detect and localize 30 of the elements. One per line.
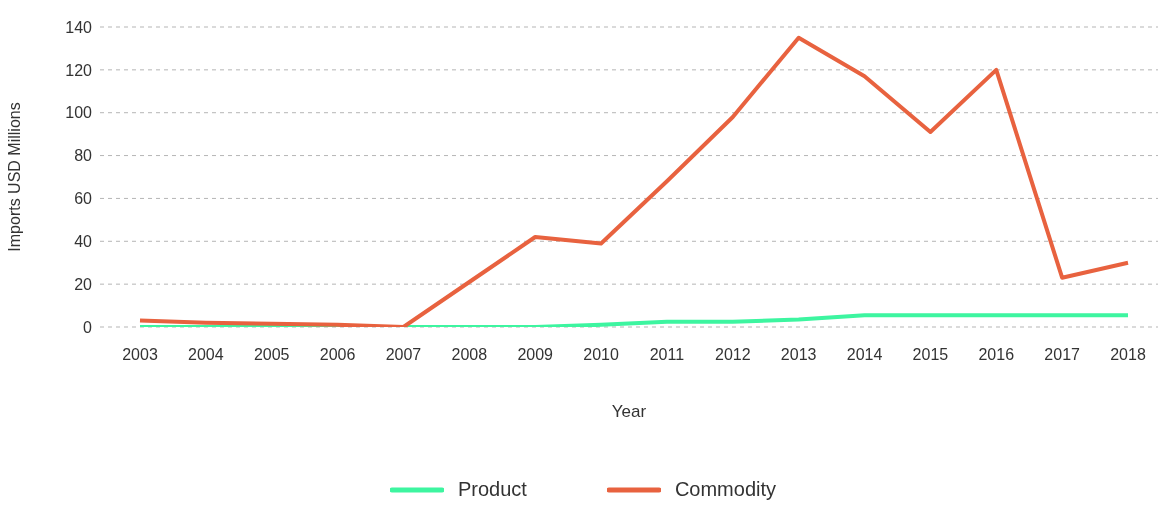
x-tick-label: 2017 xyxy=(1044,346,1081,364)
x-tick-label: 2004 xyxy=(188,346,224,364)
y-tick-label: 140 xyxy=(65,18,93,36)
x-tick-label: 2005 xyxy=(253,346,290,364)
y-tick-label: 120 xyxy=(65,61,93,79)
line-series xyxy=(138,313,1130,327)
x-tick-label: 2003 xyxy=(122,346,158,364)
x-tick-label: 2013 xyxy=(780,346,817,364)
x-tick-label: 2007 xyxy=(385,346,422,364)
x-tick-label: 2016 xyxy=(978,346,1015,364)
line-series xyxy=(138,35,1130,327)
x-tick-label: 2006 xyxy=(319,346,356,364)
x-axis-title: Year xyxy=(611,402,647,422)
x-tick-label: 2010 xyxy=(583,346,619,364)
x-tick-label: 2014 xyxy=(846,346,883,364)
x-tick-label: 2018 xyxy=(1110,346,1146,364)
y-tick-label: 40 xyxy=(74,232,93,250)
y-tick-label: 0 xyxy=(83,318,93,336)
x-tick-label: 2015 xyxy=(912,346,949,364)
y-tick-label: 100 xyxy=(65,104,93,122)
legend-label: Product xyxy=(457,478,527,501)
y-tick-label: 80 xyxy=(74,147,93,165)
y-tick-label: 20 xyxy=(74,275,93,293)
x-tick-label: 2009 xyxy=(517,346,554,364)
y-tick-label: 60 xyxy=(74,190,93,208)
x-tick-label: 2008 xyxy=(451,346,488,364)
x-tick-label: 2012 xyxy=(715,346,751,364)
x-tick-label: 2011 xyxy=(649,346,685,364)
y-axis-title: Imports USD Millions xyxy=(5,102,23,252)
legend-label: Commodity xyxy=(674,478,777,501)
